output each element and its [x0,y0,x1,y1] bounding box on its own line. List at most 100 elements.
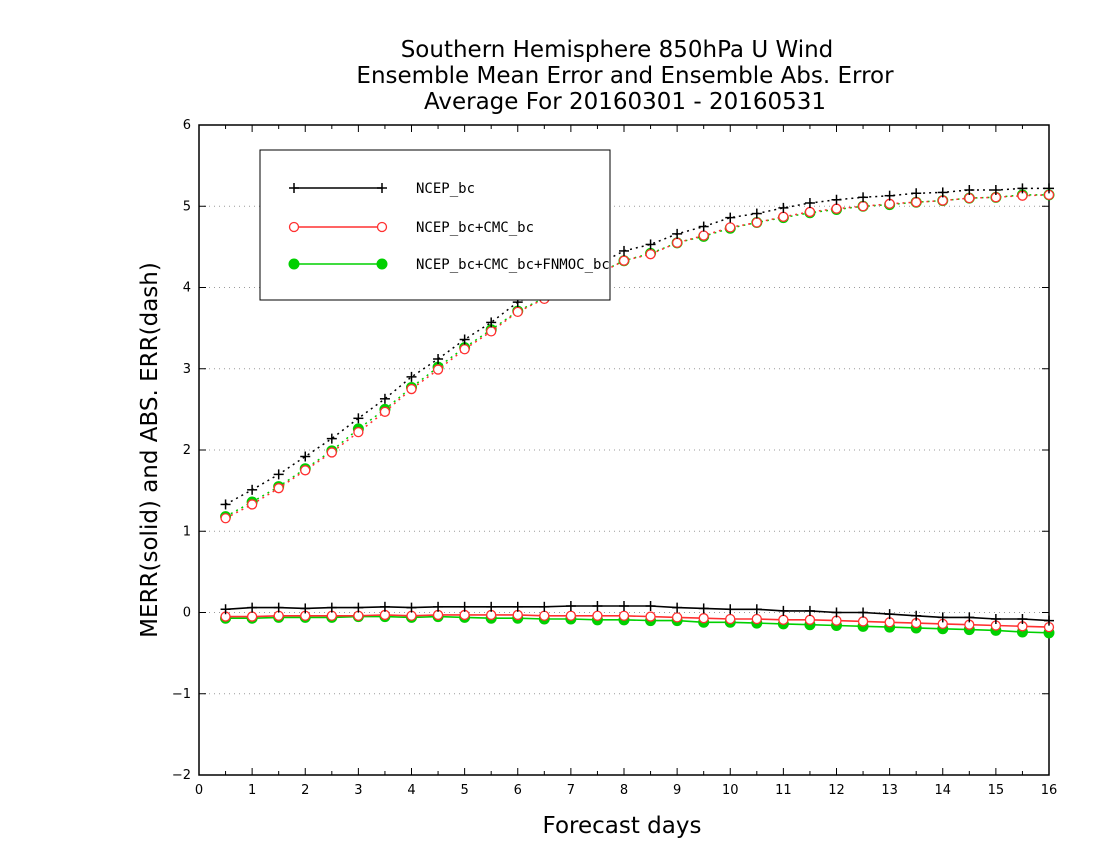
abs-err-point [725,222,736,233]
x-tick-label: 15 [988,783,1005,798]
x-tick-label: 11 [775,783,792,798]
mean-err-point [698,603,709,614]
abs-err-point [406,371,417,382]
y-tick-label: 5 [183,199,191,214]
abs-err-point [379,406,391,417]
abs-err-point [618,255,630,266]
x-tick-label: 14 [934,783,951,798]
y-tick-label: −1 [172,687,191,702]
legend-marker-right [377,183,387,193]
abs-err-point [1044,183,1054,194]
mean-err-point [353,602,364,613]
legend-box [259,149,611,301]
x-axis-label: Forecast days [543,813,702,839]
legend-marker-left [288,221,300,233]
x-tick-label: 1 [248,783,256,798]
legend-label: NCEP_bc+CMC_bc+FNMOC_bc [416,257,610,273]
abs-err-point [937,187,948,198]
series-mean-err [220,609,1055,633]
abs-err-point [911,188,922,199]
mean-err-point [512,601,523,612]
abs-err-point [220,499,231,510]
mean-err-point [858,607,869,618]
abs-err-point [220,513,231,524]
abs-err-point [353,426,364,438]
abs-err-point [645,239,656,250]
abs-err-point [432,364,444,375]
mean-err-point [246,611,258,622]
mean-err-point [778,614,789,625]
series-abs-err [220,183,1054,510]
mean-err-point [619,601,629,611]
legend: NCEP_bc NCEP_bc+CMC_bc NCEP_bc+CMC_bc+FNMO… [259,149,611,301]
abs-err-point [804,206,816,218]
y-axis-label: MERR(solid) and ABS. ERR(dash) [137,262,163,638]
x-tick-label: 8 [620,783,628,798]
abs-err-point [645,249,656,260]
x-tick-label: 0 [195,783,203,798]
x-tick-label: 10 [722,783,739,798]
mean-err-point [937,612,948,623]
x-tick-label: 4 [407,783,415,798]
legend-marker-right [376,221,388,233]
abs-err-point [619,245,629,256]
abs-err-point [486,317,497,328]
abs-err-point [857,201,869,212]
legend-entry: NCEP_bc+CMC_bc [288,220,534,236]
mean-err-point [751,613,762,625]
mean-err-point [751,604,762,615]
abs-err-point [884,190,895,201]
title-line-3: Average For 20160301 - 20160531 [424,89,826,115]
legend-label: NCEP_bc+CMC_bc [416,220,534,236]
abs-err-point [751,217,762,228]
abs-err-point [778,211,789,222]
y-tick-label: 3 [183,362,191,377]
abs-err-point [858,192,869,203]
mean-err-point [565,610,577,621]
abs-err-point [459,334,470,345]
mean-err-line [225,605,1050,622]
title-line-2: Ensemble Mean Error and Ensemble Abs. Er… [356,63,894,89]
mean-err-point [379,601,390,612]
abs-err-point [671,237,683,248]
y-tick-label: 4 [183,281,191,296]
mean-err-point [725,604,736,615]
abs-err-point [990,185,1001,195]
x-tick-label: 9 [673,783,681,798]
mean-err-point [565,601,576,611]
x-tick-label: 2 [301,783,309,798]
x-tick-label: 6 [514,783,522,798]
mean-err-point [433,601,444,612]
mean-err-point [618,610,630,621]
mean-err-point [857,616,869,627]
abs-err-point [246,499,258,510]
mean-err-point [592,601,603,611]
mean-err-point [964,612,975,623]
abs-err-point [698,230,709,241]
abs-err-point [725,212,736,223]
y-tick-label: 2 [183,443,191,458]
legend-marker-left [288,258,300,270]
abs-err-point [433,354,444,364]
series-mean-err [220,601,1054,626]
abs-err-point [300,465,311,476]
title-line-1: Southern Hemisphere 850hPa U Wind [401,37,834,63]
x-tick-label: 16 [1041,783,1058,798]
abs-err-point [964,185,975,195]
mean-err-point [698,613,709,624]
x-tick-label: 13 [881,783,898,798]
x-tick-label: 7 [567,783,575,798]
mean-err-point [486,601,497,612]
abs-err-point [804,198,815,208]
mean-err-point [326,602,337,613]
mean-err-point [804,605,815,616]
mean-err-point [1044,615,1054,626]
y-tick-label: 1 [183,524,191,539]
mean-err-point [247,602,258,613]
mean-err-point [645,601,656,611]
abs-err-point [831,203,842,214]
mean-err-point [804,614,816,625]
mean-err-point [778,605,789,616]
mean-err-line [225,615,1050,634]
